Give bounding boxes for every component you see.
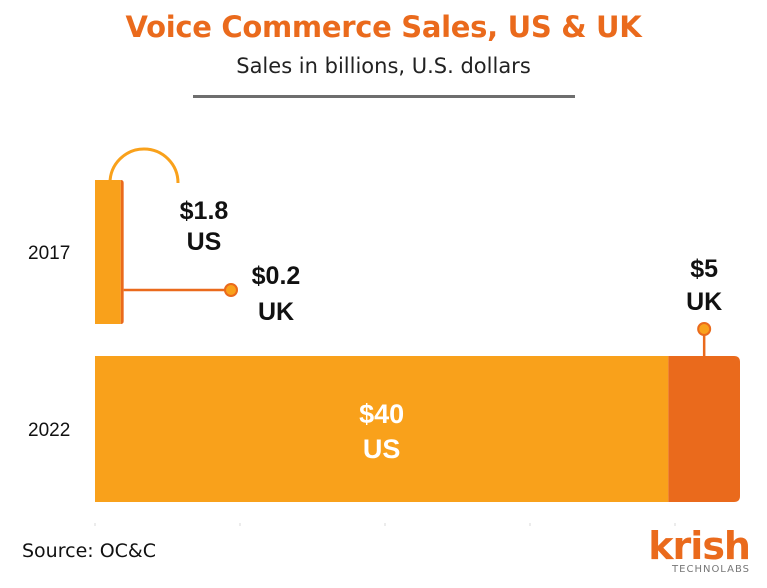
data-label-uk-2022-series: UK <box>686 288 722 316</box>
callout-uk-2022-dot <box>697 322 712 336</box>
brand-logo: krish TECHNOLABS <box>640 524 751 575</box>
data-label-us-2022-value: $40 <box>359 399 404 429</box>
data-label-uk-2022-value: $5 <box>690 255 718 283</box>
data-label-us-2017-value: $1.8 <box>180 197 229 225</box>
chart-title: Voice Commerce Sales, US & UK <box>125 10 642 44</box>
callout-us-2017-line <box>108 147 180 184</box>
data-label-uk-2017-value: $0.2 <box>252 262 301 290</box>
title-divider <box>193 95 575 98</box>
category-label-2022: 2022 <box>28 420 70 441</box>
category-label-2017: 2017 <box>28 243 70 264</box>
bar-us-2017 <box>95 180 121 324</box>
data-label-uk-2017-series: UK <box>258 298 294 326</box>
callout-uk-2017-dot <box>224 283 238 297</box>
bar-uk-2022 <box>668 356 740 502</box>
source-note: Source: OC&C <box>22 540 157 562</box>
logo-subtext: TECHNOLABS <box>672 564 750 575</box>
bar-us-2022 <box>95 356 669 502</box>
chart-subtitle: Sales in billions, U.S. dollars <box>236 54 531 78</box>
logo-word: krish <box>648 524 751 568</box>
bar-uk-2017 <box>120 180 124 324</box>
data-label-us-2022-series: US <box>363 434 401 464</box>
data-label-us-2017-series: US <box>187 228 222 256</box>
